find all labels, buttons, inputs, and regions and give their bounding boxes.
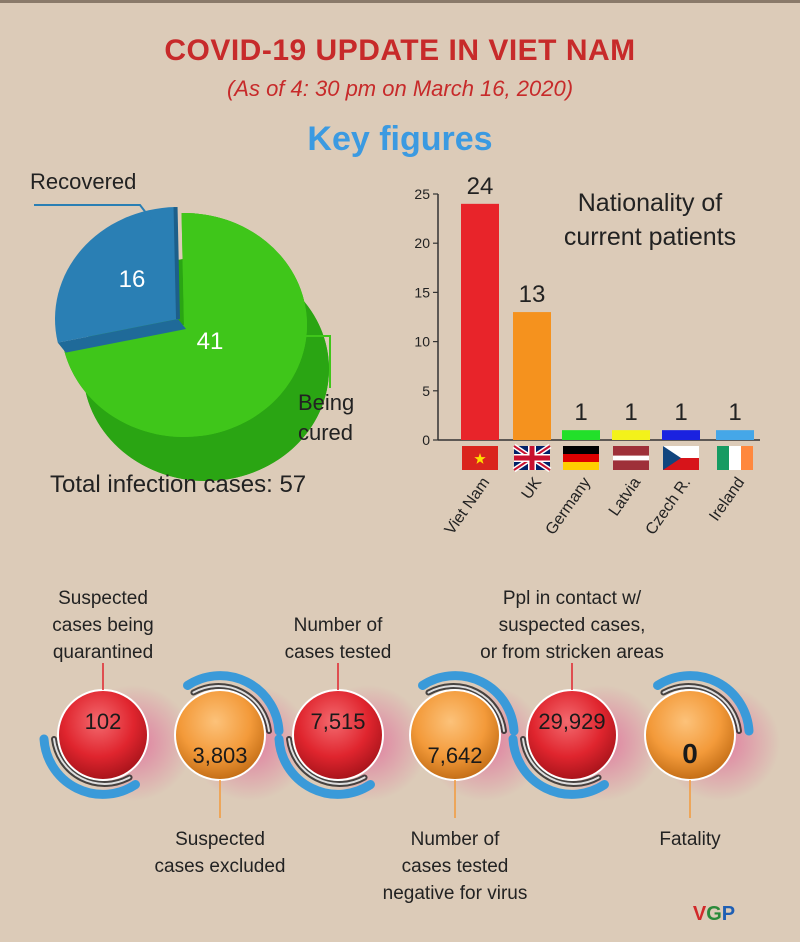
stat-item: 102 Suspected cases being quarantined bbox=[39, 588, 193, 801]
stat-ring-arc bbox=[508, 734, 609, 799]
stat-value: 3,803 bbox=[192, 743, 247, 768]
stat-value: 102 bbox=[85, 709, 122, 734]
flag-germany-icon bbox=[563, 446, 599, 470]
flag-viet-nam-icon bbox=[462, 446, 498, 470]
y-axis-ticks: 0 5 10 15 20 25 bbox=[414, 186, 438, 448]
y-tick-label: 15 bbox=[414, 284, 430, 300]
stat-ring-arc bbox=[183, 671, 284, 736]
stat-value: 7,642 bbox=[427, 743, 482, 768]
stat-value: 29,929 bbox=[538, 709, 605, 734]
stat-ring-arc bbox=[418, 671, 519, 736]
stat-ring-highlight bbox=[662, 685, 740, 732]
pie-chart: 16 41 Recovered Being cured Total infecti… bbox=[30, 169, 354, 498]
total-infection-label: Total infection cases: 57 bbox=[50, 471, 306, 498]
bar-uk bbox=[513, 312, 551, 440]
pie-slice-recovered bbox=[55, 207, 178, 343]
x-tick-label-czech-r: Czech R. bbox=[643, 475, 695, 539]
bar-value-label-germany: 1 bbox=[574, 399, 587, 426]
stat-label: Suspected cases excluded bbox=[155, 829, 286, 877]
bar-chart-title-line-1: Nationality of bbox=[578, 189, 723, 217]
stat-ring-arc bbox=[653, 671, 754, 736]
stat-ring-highlight bbox=[192, 685, 270, 732]
pie-value-being-cured: 41 bbox=[197, 328, 224, 355]
flag-uk-icon bbox=[512, 443, 552, 473]
flag-latvia-icon bbox=[613, 446, 649, 470]
stat-ring-highlight bbox=[427, 685, 505, 732]
stat-ring-highlight bbox=[53, 738, 131, 785]
y-tick-label: 10 bbox=[414, 334, 430, 350]
y-tick-label: 20 bbox=[414, 235, 430, 251]
page-subtitle: (As of 4: 30 pm on March 16, 2020) bbox=[226, 76, 574, 101]
stat-ring-arc bbox=[274, 734, 375, 799]
top-border-line bbox=[0, 0, 800, 3]
flag-ireland-icon bbox=[717, 446, 753, 470]
stat-item: 7,642 Number of cases tested negative for v… bbox=[383, 671, 545, 904]
stat-circle bbox=[292, 689, 384, 781]
leader-line-recovered bbox=[34, 204, 154, 223]
section-heading: Key figures bbox=[307, 120, 493, 158]
bar-value-label-viet-nam: 24 bbox=[467, 173, 494, 200]
bar-value-label-uk: 13 bbox=[519, 281, 546, 308]
x-tick-label-germany: Germany bbox=[543, 475, 595, 539]
stat-item: 0 Fatality bbox=[644, 671, 780, 850]
stat-item: 7,515 Number of cases tested bbox=[274, 615, 428, 801]
stat-label: Fatality bbox=[659, 829, 721, 850]
bar-chart-title-line-2: current patients bbox=[564, 223, 736, 251]
y-tick-label: 0 bbox=[422, 432, 430, 448]
pie-slice-being-cured-top bbox=[63, 213, 307, 438]
stat-circle bbox=[526, 689, 618, 781]
flag-czech-r-icon bbox=[663, 446, 699, 470]
x-tick-label-uk: UK bbox=[519, 474, 546, 502]
stat-ring-arc bbox=[39, 734, 140, 799]
bar-latvia bbox=[612, 430, 650, 440]
pie-label-being-cured: Being cured bbox=[298, 390, 354, 445]
pie-value-recovered: 16 bbox=[119, 266, 146, 293]
bar-germany bbox=[562, 430, 600, 440]
bar-value-label-czech-r: 1 bbox=[674, 399, 687, 426]
y-tick-label: 25 bbox=[414, 186, 430, 202]
vgp-logo: VGP bbox=[693, 903, 735, 925]
pie-slice-edge bbox=[173, 206, 180, 320]
stat-item: 29,929 Ppl in contact w/suspected cases, o… bbox=[480, 588, 664, 801]
bar-viet-nam bbox=[461, 203, 499, 440]
stat-label: Suspected cases being quarantined bbox=[52, 588, 153, 663]
stat-label: Number of cases tested negative for virus bbox=[383, 829, 528, 904]
pie-slice-recovered-side bbox=[57, 319, 186, 353]
bar-marks: 24 13 1 1 1 1 bbox=[461, 173, 754, 440]
stat-value: 0 bbox=[682, 738, 698, 769]
bar-ireland bbox=[716, 430, 754, 440]
bar-value-label-ireland: 1 bbox=[728, 399, 741, 426]
x-tick-label-viet-nam: Viet Nam bbox=[442, 475, 494, 538]
y-tick-label: 5 bbox=[422, 383, 430, 399]
stat-ring-highlight bbox=[522, 738, 600, 785]
bar-value-label-latvia: 1 bbox=[624, 399, 637, 426]
bar-czech-r bbox=[662, 430, 700, 440]
pie-label-recovered: Recovered bbox=[30, 169, 136, 194]
stat-label: Ppl in contact w/suspected cases, or from… bbox=[480, 588, 664, 663]
x-tick-label-ireland: Ireland bbox=[706, 475, 748, 525]
svg-text:VGP: VGP bbox=[693, 903, 735, 925]
stat-circle bbox=[57, 689, 149, 781]
stats-row: 102 Suspected cases being quarantined 3,803 S… bbox=[39, 588, 780, 904]
stat-label: Number of cases tested bbox=[285, 615, 392, 663]
page-title: COVID-19 UPDATE IN VIET NAM bbox=[164, 34, 636, 67]
stat-ring-highlight bbox=[288, 738, 366, 785]
country-flags bbox=[462, 443, 753, 473]
stat-value: 7,515 bbox=[310, 709, 365, 734]
stat-item: 3,803 Suspected cases excluded bbox=[155, 671, 310, 877]
leader-line-being-cured bbox=[306, 335, 331, 388]
x-tick-label-latvia: Latvia bbox=[606, 474, 644, 519]
